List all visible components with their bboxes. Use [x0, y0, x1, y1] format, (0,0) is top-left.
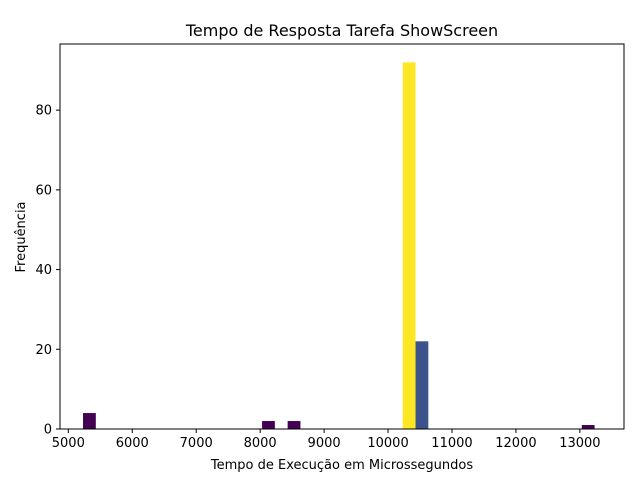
histogram-bar [402, 62, 416, 429]
histogram-bar [83, 413, 96, 429]
histogram-bar [581, 425, 595, 429]
x-axis-ticks: 5000 6000 7000 8000 9000 10000 11000 12000 13000 [52, 429, 601, 451]
y-axis-ticks: 0 20 40 60 80 [35, 104, 60, 438]
bars-group [83, 62, 595, 429]
x-tick-label: 8000 [244, 436, 277, 451]
x-tick-label: 12000 [495, 436, 536, 451]
x-axis-label: Tempo de Execução em Microssegundos [210, 458, 473, 473]
histogram-bar [262, 421, 275, 429]
y-tick-label: 0 [44, 423, 52, 438]
axes-frame [59, 43, 625, 430]
x-tick-label: 13000 [559, 436, 600, 451]
histogram-bar [287, 421, 301, 429]
histogram-bar [415, 341, 429, 429]
x-tick-label: 11000 [431, 436, 472, 451]
x-tick-label: 9000 [308, 436, 341, 451]
y-tick-label: 60 [35, 183, 52, 198]
chart-title: Tempo de Resposta Tarefa ShowScreen [185, 21, 498, 40]
x-tick-label: 7000 [180, 436, 213, 451]
y-tick-label: 40 [35, 263, 52, 278]
x-tick-label: 5000 [52, 436, 85, 451]
x-tick-label: 10000 [367, 436, 408, 451]
y-axis-label: Frequência [14, 201, 29, 272]
y-tick-label: 20 [35, 343, 52, 358]
x-tick-label: 6000 [116, 436, 149, 451]
y-tick-label: 80 [35, 104, 52, 119]
